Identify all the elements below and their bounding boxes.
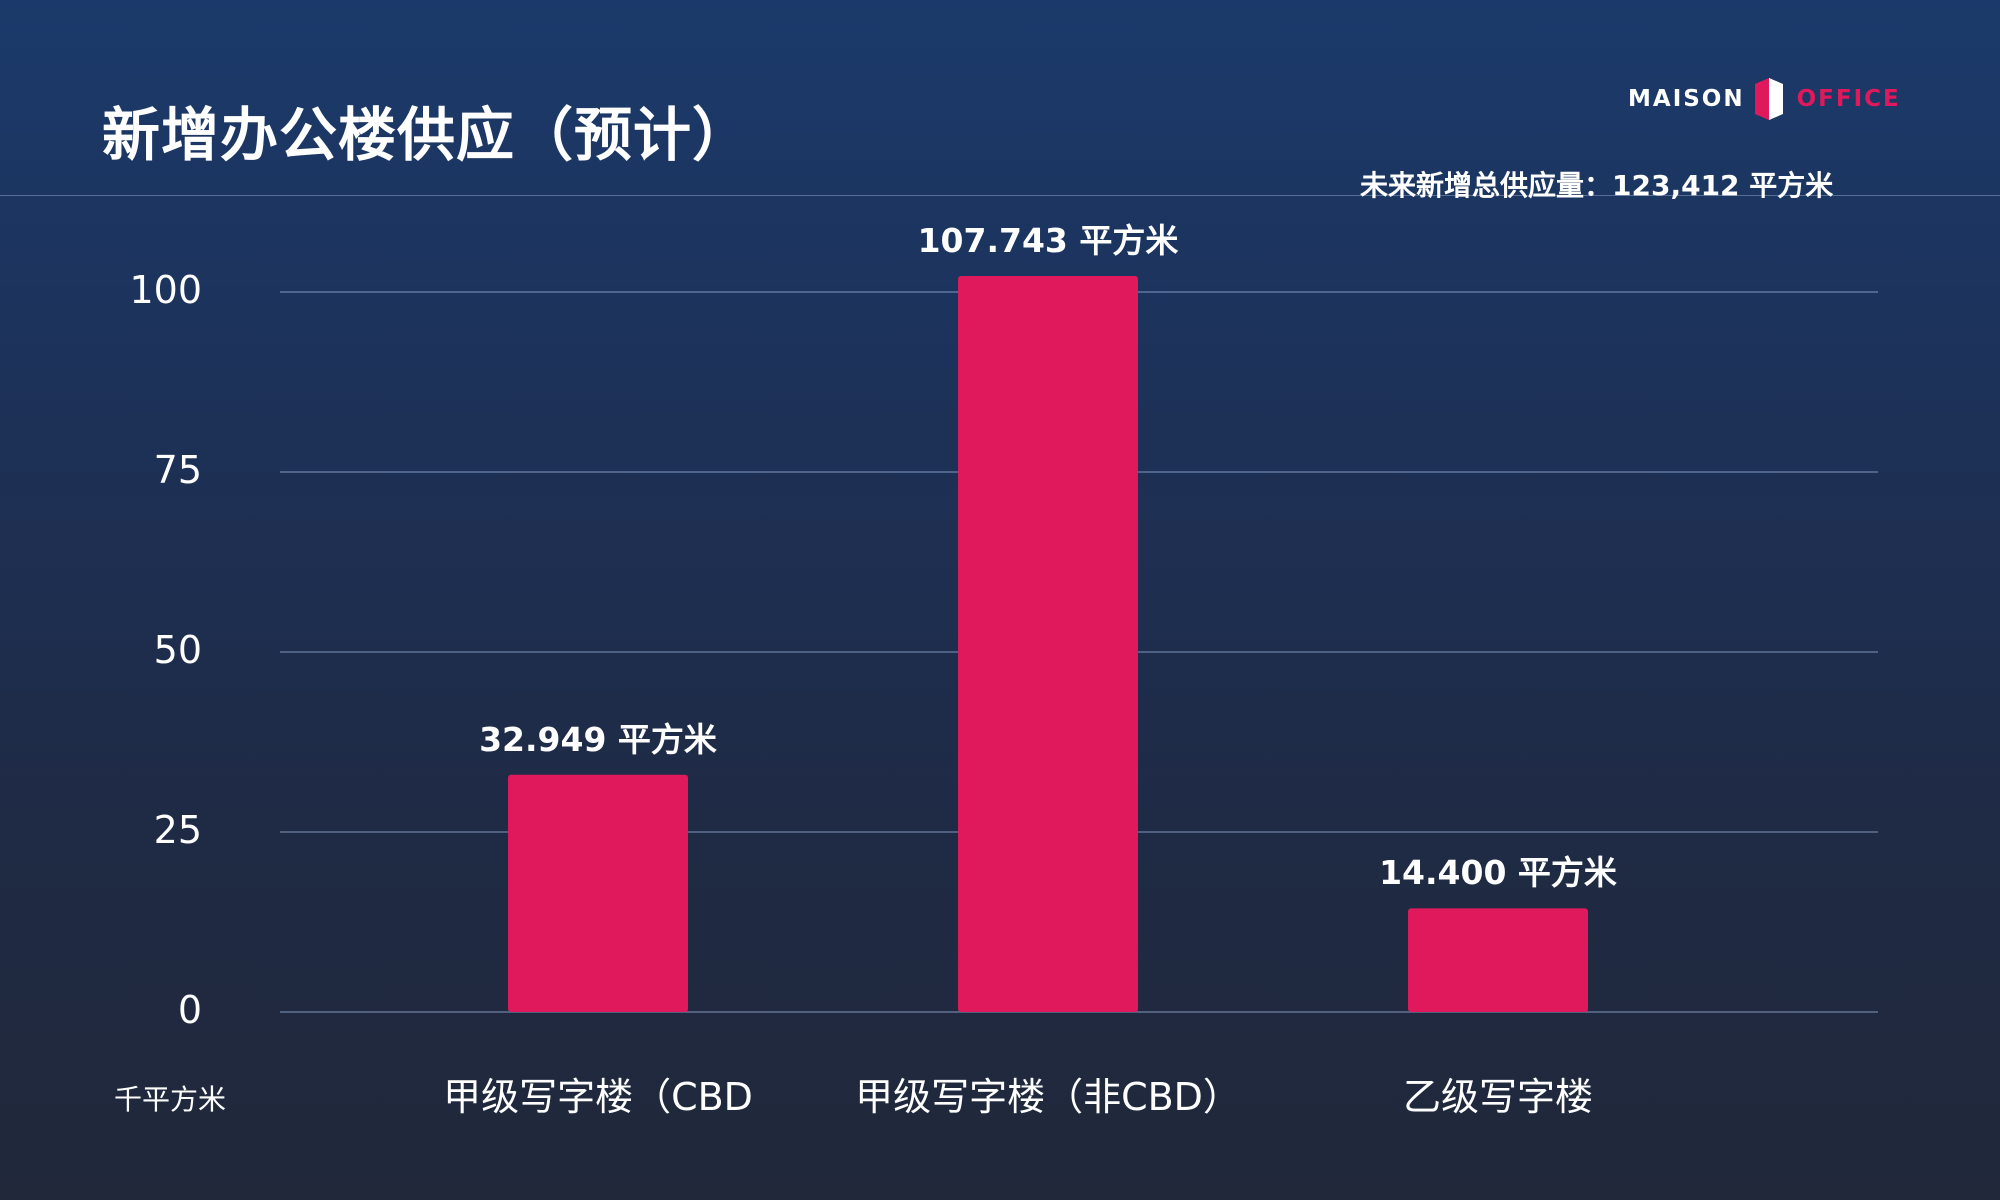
bar-value-label: 107.743 平方米 xyxy=(917,221,1179,260)
bar xyxy=(508,774,688,1012)
logo-text-right: OFFICE xyxy=(1796,86,1901,112)
door-logo-icon xyxy=(1754,78,1783,120)
bar xyxy=(958,276,1138,1012)
bar xyxy=(1408,908,1588,1012)
header-divider xyxy=(0,195,2000,196)
logo-text-left: MAISON xyxy=(1628,86,1745,112)
brand-logo: MAISON OFFICE xyxy=(1628,74,1901,124)
x-category-label: 乙级写字楼 xyxy=(1402,1075,1593,1119)
x-category-label: 甲级写字楼（非CBD） xyxy=(855,1075,1241,1119)
y-axis-unit: 千平方米 xyxy=(114,1083,227,1116)
total-supply-note: 未来新增总供应量：123,412 平方米 xyxy=(1360,169,1834,202)
y-tick-label: 100 xyxy=(129,268,202,312)
chart-title: 新增办公楼供应（预计） xyxy=(102,101,752,169)
y-tick-label: 75 xyxy=(153,448,202,492)
bar-value-label: 32.949 平方米 xyxy=(479,719,717,759)
y-tick-label: 50 xyxy=(153,628,202,672)
x-category-label: 甲级写字楼（CBD xyxy=(443,1075,753,1119)
y-tick-label: 25 xyxy=(153,808,202,852)
bar-value-label: 14.400 平方米 xyxy=(1379,853,1617,893)
y-tick-label: 0 xyxy=(177,988,202,1032)
